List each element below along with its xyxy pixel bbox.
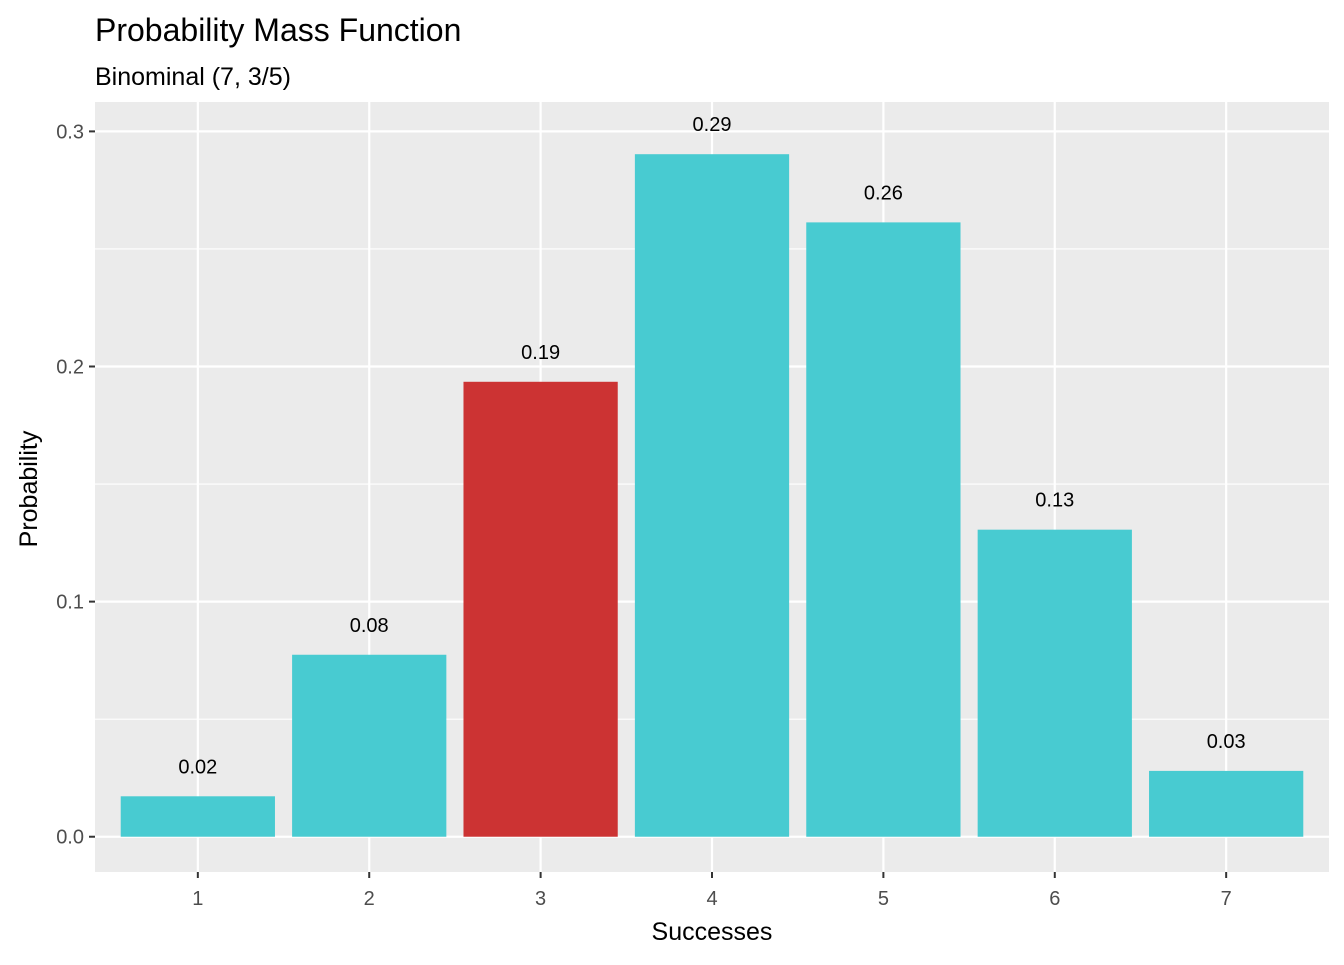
bar-7 [1149,770,1304,837]
y-tick-label: 0.2 [56,357,84,379]
x-tick-label: 4 [706,888,717,910]
y-tick-label: 0.1 [56,592,84,614]
y-axis: 0.0 0.1 0.2 0.3 [56,121,95,849]
bar-5 [806,222,961,837]
data-label-2: 0.08 [350,615,389,637]
bar-6 [977,529,1132,837]
data-label-5: 0.26 [864,182,903,204]
chart-title: Probability Mass Function [95,12,461,48]
bar-1 [120,796,275,837]
x-axis: 1 2 3 4 5 6 7 [192,872,1232,910]
y-axis-title: Probability [15,430,43,547]
bar-3 [463,381,618,837]
bar-4 [634,154,790,837]
data-labels: 0.02 0.08 0.19 0.29 0.26 0.13 0.03 [178,114,1245,778]
data-label-3: 0.19 [521,342,560,364]
x-tick-label: 3 [535,888,546,910]
bar-2 [292,654,447,837]
data-label-7: 0.03 [1207,731,1246,753]
y-tick-label: 0.3 [56,121,84,143]
x-tick-label: 5 [878,888,889,910]
bars [120,154,1304,837]
data-label-4: 0.29 [693,114,732,136]
x-tick-label: 1 [192,888,203,910]
x-tick-label: 6 [1049,888,1060,910]
x-tick-label: 7 [1221,888,1232,910]
x-axis-title: Successes [652,918,773,946]
x-tick-label: 2 [364,888,375,910]
data-label-6: 0.13 [1035,490,1074,512]
chart-subtitle: Binominal (7, 3/5) [95,63,291,91]
y-tick-label: 0.0 [56,827,84,849]
data-label-1: 0.02 [178,756,217,778]
